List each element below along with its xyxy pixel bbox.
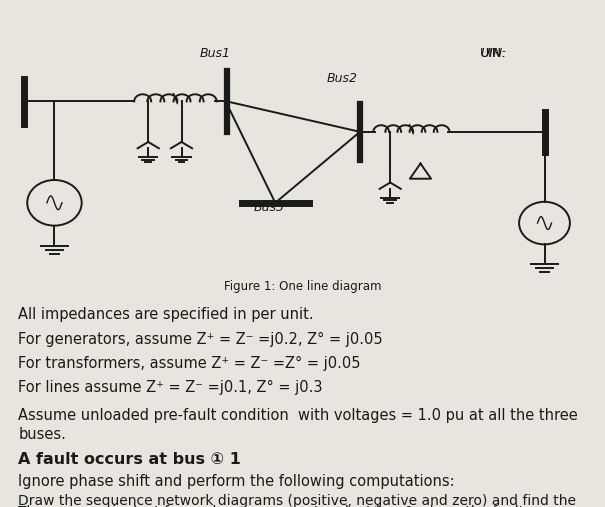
Text: Assume unloaded pre-fault condition  with voltages = 1.0 pu at all the three: Assume unloaded pre-fault condition with… xyxy=(18,408,578,423)
Text: UIN:: UIN: xyxy=(480,47,506,60)
Text: Thevenin equivalent for each sequence network at bus 1 where the fault occurs.: Thevenin equivalent for each sequence ne… xyxy=(18,505,578,507)
Text: Bus2: Bus2 xyxy=(326,72,358,85)
Text: Draw the sequence network diagrams (positive, negative and zero) and find the: Draw the sequence network diagrams (posi… xyxy=(18,494,576,507)
Text: Bus3: Bus3 xyxy=(253,201,285,214)
Text: Ignore phase shift and perform the following computations:: Ignore phase shift and perform the follo… xyxy=(18,474,455,489)
Text: Bus1: Bus1 xyxy=(199,47,231,60)
Text: A fault occurs at bus ① 1: A fault occurs at bus ① 1 xyxy=(18,452,241,467)
Text: UIN:: UIN: xyxy=(480,47,506,60)
Text: For lines assume Z⁺ = Z⁻ =j0.1, Z° = j0.3: For lines assume Z⁺ = Z⁻ =j0.1, Z° = j0.… xyxy=(18,380,322,395)
Text: buses.: buses. xyxy=(18,427,66,442)
Text: For generators, assume Z⁺ = Z⁻ =j0.2, Z° = j0.05: For generators, assume Z⁺ = Z⁻ =j0.2, Z°… xyxy=(18,332,383,347)
Text: Figure 1: One line diagram: Figure 1: One line diagram xyxy=(224,280,381,293)
Text: For transformers, assume Z⁺ = Z⁻ =Z° = j0.05: For transformers, assume Z⁺ = Z⁻ =Z° = j… xyxy=(18,356,361,371)
Text: All impedances are specified in per unit.: All impedances are specified in per unit… xyxy=(18,307,314,322)
